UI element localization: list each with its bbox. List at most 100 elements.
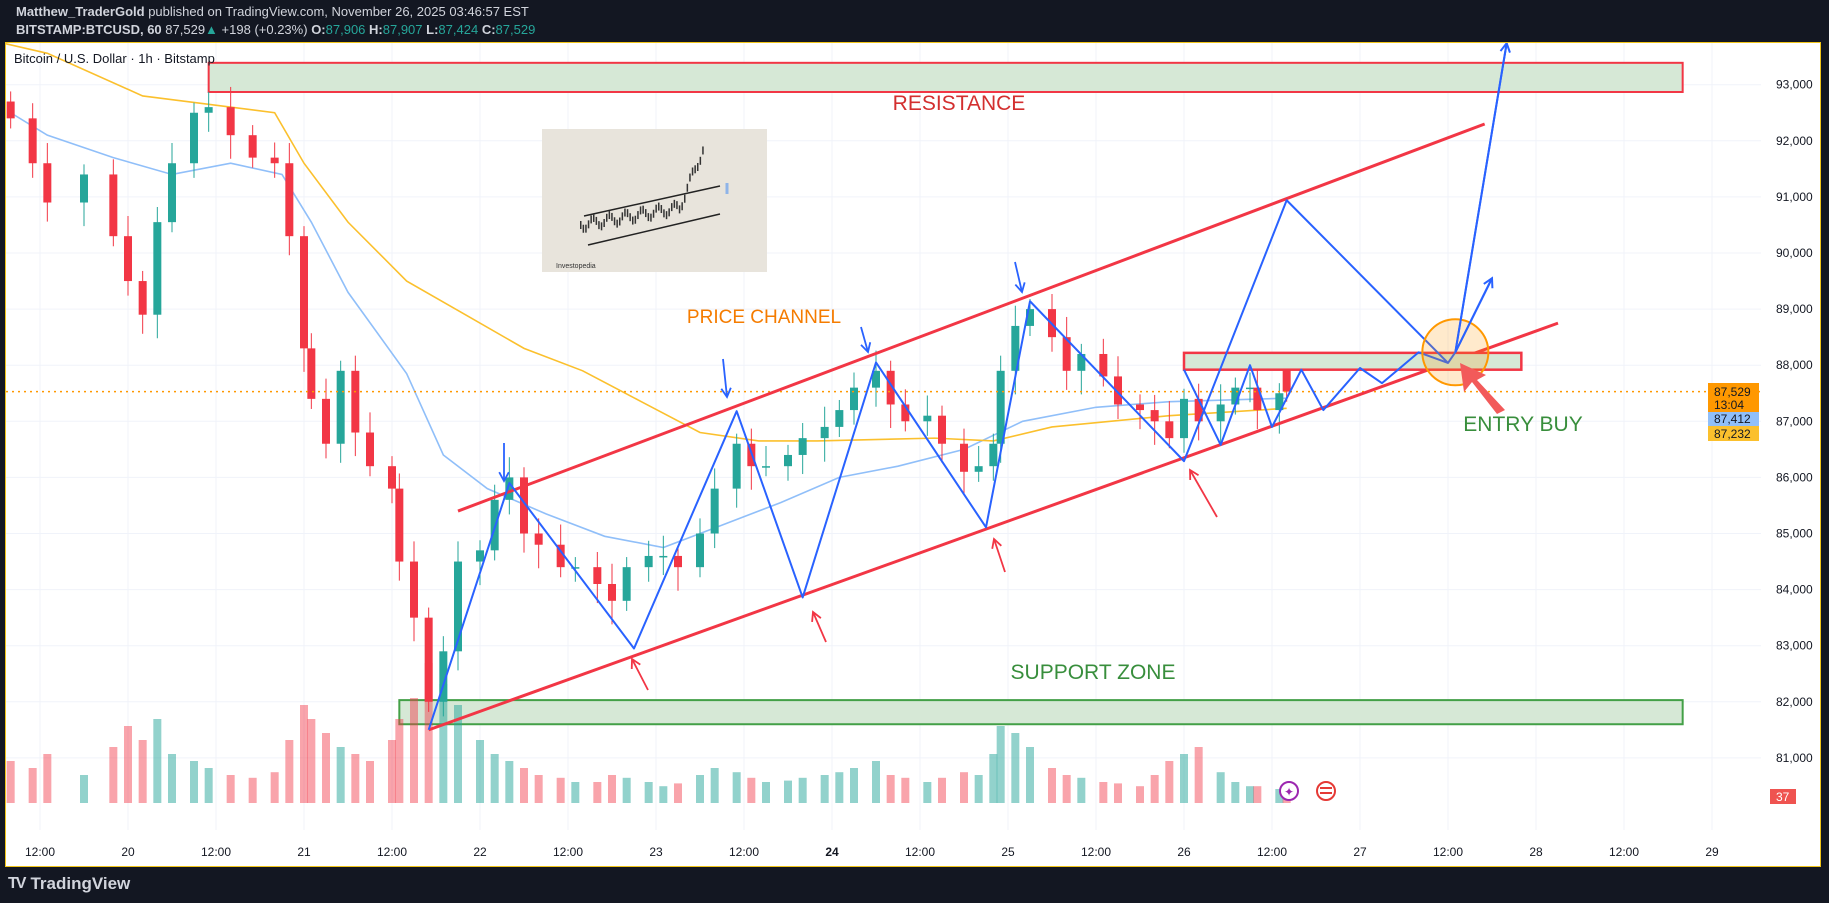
candle-body xyxy=(410,561,418,618)
time-axis[interactable]: 12:00 20 12:00 21 12:00 22 12:00 23 12:00 24 12:00… xyxy=(25,845,1719,859)
volume-bar xyxy=(1150,775,1159,803)
candle-body xyxy=(300,236,308,349)
tradingview-logo[interactable]: TV TradingView xyxy=(8,874,130,894)
drawings[interactable] xyxy=(6,43,1761,732)
volume-bar xyxy=(1216,772,1225,803)
time-tick-label: 29 xyxy=(1705,845,1719,859)
candle-body xyxy=(710,488,719,534)
author-name[interactable]: Matthew_TraderGold xyxy=(16,4,145,19)
inset-channel-upper xyxy=(583,185,721,217)
volume-bar xyxy=(248,777,257,803)
volume-bar xyxy=(989,754,998,803)
candle-body xyxy=(366,432,374,467)
time-tick-label: 24 xyxy=(825,845,839,859)
time-tick-label: 20 xyxy=(121,845,135,859)
ma-fast-tag-value: 87,412 xyxy=(1714,412,1751,426)
chart-frame[interactable] xyxy=(5,42,1821,867)
sparkle-icon-glyph: ✦ xyxy=(1284,785,1294,799)
price-tick-label: 83,000 xyxy=(1776,639,1813,653)
volume-bar xyxy=(336,747,345,803)
volume-bar xyxy=(710,768,719,803)
volume-bar xyxy=(1026,747,1034,803)
inset-candle xyxy=(621,212,624,221)
volume-bar xyxy=(322,733,330,803)
time-tick-label: 12:00 xyxy=(201,845,231,859)
candle-body xyxy=(872,370,880,388)
volume-bar xyxy=(901,777,910,803)
projection-path-alt xyxy=(1183,351,1449,446)
volume-bar xyxy=(138,740,147,803)
bottom-marker-arrow-icon-head xyxy=(991,537,1002,550)
top-marker-arrow-icon xyxy=(722,358,728,398)
candle-body xyxy=(351,370,360,433)
price-tick-label: 87,000 xyxy=(1776,414,1813,428)
entry-zone xyxy=(1182,351,1523,371)
inset-candle xyxy=(665,211,668,220)
time-tick-label: 22 xyxy=(473,845,487,859)
volume-bar xyxy=(696,775,704,803)
inset-candle xyxy=(689,173,691,182)
candle-body xyxy=(28,118,37,164)
ma-slow-tag-value: 87,232 xyxy=(1714,427,1751,441)
bottom-marker-arrow-icon-head xyxy=(1189,468,1199,481)
low-label: L: xyxy=(426,22,439,37)
inset-candle xyxy=(684,194,686,203)
time-tick-label: 12:00 xyxy=(905,845,935,859)
volume-bar xyxy=(1062,775,1071,803)
volume-bar xyxy=(820,775,829,803)
candle-body xyxy=(439,651,448,702)
volume-bar xyxy=(1077,777,1086,803)
candle-body xyxy=(622,567,631,601)
chart-title: Bitcoin / U.S. Dollar · 1h · Bitstamp xyxy=(14,51,215,66)
price-tick-label: 85,000 xyxy=(1776,527,1813,541)
candle-body xyxy=(1275,393,1284,411)
inset-channel-lower xyxy=(587,213,721,246)
alert-count-badge[interactable] xyxy=(1770,789,1796,804)
inset-candle xyxy=(608,211,611,220)
bottom-marker-arrow-icon xyxy=(1189,469,1218,518)
volume-bar xyxy=(439,684,448,803)
us-flag-icon[interactable] xyxy=(1316,781,1336,801)
inset-candle xyxy=(681,202,683,211)
volume-bar xyxy=(674,783,682,803)
candle-body xyxy=(556,544,565,568)
inset-candle xyxy=(650,213,652,222)
inset-candle xyxy=(624,208,626,217)
volume-bar xyxy=(996,726,1005,803)
volume-bar xyxy=(307,719,316,803)
candle-body xyxy=(395,488,404,562)
inset-candle xyxy=(598,221,600,230)
tv-logo-icon: TV xyxy=(8,875,27,892)
volume-bar xyxy=(872,761,880,803)
price-axis[interactable]: 81,000 82,000 83,000 84,000 85,000 86,000 87,0… xyxy=(1776,78,1813,765)
volume-bar xyxy=(938,777,946,803)
volume-bar xyxy=(505,761,514,803)
volume-bar xyxy=(608,775,616,803)
projection-branch-arrow-icon xyxy=(1454,277,1493,353)
candle-body xyxy=(696,533,704,568)
sparkle-icon[interactable] xyxy=(1279,781,1299,801)
price-change: +198 (+0.23%) xyxy=(221,22,308,37)
close-value-label: C: xyxy=(481,22,496,37)
inset-candle xyxy=(637,211,639,220)
candle-body xyxy=(960,443,968,472)
time-tick-label: 26 xyxy=(1177,845,1191,859)
time-tick-label: 12:00 xyxy=(553,845,583,859)
inset-candle xyxy=(658,202,660,211)
price-tick-label: 91,000 xyxy=(1776,190,1813,204)
price-tick-label: 92,000 xyxy=(1776,134,1813,148)
candle-body xyxy=(307,348,316,399)
inset-candle xyxy=(655,204,657,213)
up-triangle-icon: ▲ xyxy=(205,22,218,37)
volume-bar xyxy=(784,780,792,803)
volume-bar xyxy=(204,768,213,803)
candle-body xyxy=(1011,325,1020,371)
inset-candle xyxy=(645,209,647,218)
volume-bar xyxy=(410,698,418,803)
candle-body xyxy=(520,477,528,534)
candle-body xyxy=(989,443,998,467)
time-tick-label: 12:00 xyxy=(1433,845,1463,859)
publish-text: published on TradingView.com, November 2… xyxy=(148,4,529,19)
candle-body xyxy=(226,107,235,136)
